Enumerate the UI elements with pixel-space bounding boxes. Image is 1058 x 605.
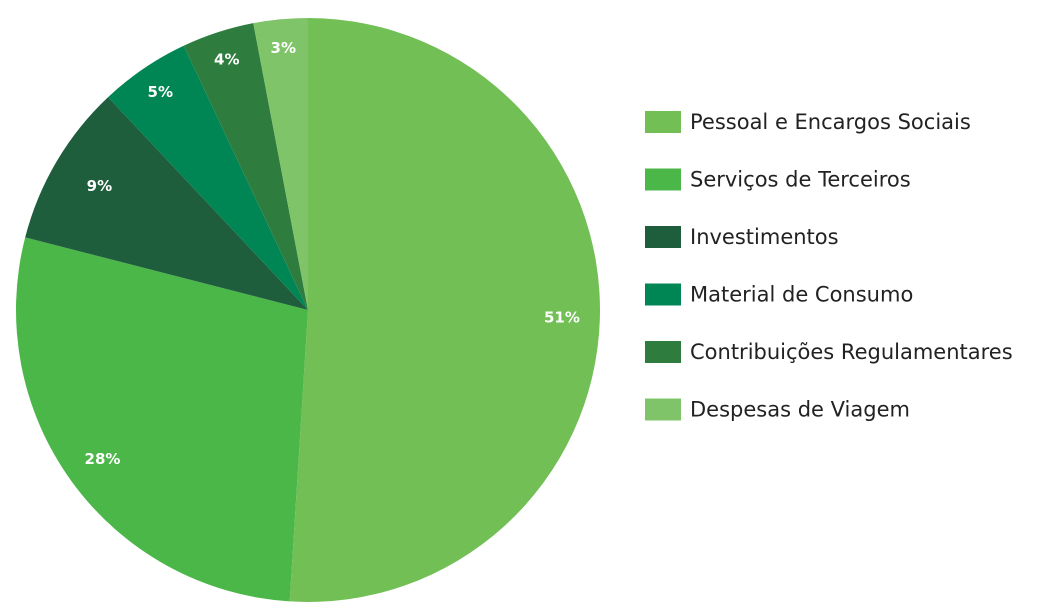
data-label: 3%: [271, 39, 296, 57]
pie-slice: [183, 23, 308, 311]
data-label: 28%: [85, 450, 121, 468]
pie-slice: [108, 45, 308, 311]
legend-label: Pessoal e Encargos Sociais: [690, 110, 971, 134]
legend-swatch: [645, 168, 681, 191]
data-label: 51%: [544, 308, 580, 326]
legend-label: Despesas de Viagem: [690, 398, 910, 422]
pie-slice: [289, 18, 600, 603]
legend-label: Contribuições Regulamentares: [690, 340, 1013, 364]
legend-swatch: [645, 398, 681, 421]
pie-slice: [253, 18, 308, 310]
legend-swatch: [645, 226, 681, 248]
data-label: 9%: [87, 177, 112, 195]
legend-label: Investimentos: [690, 225, 839, 249]
pie-slice: [16, 237, 309, 602]
data-label: 4%: [214, 51, 239, 69]
data-label: 5%: [148, 83, 173, 101]
pie-slice: [25, 97, 309, 310]
legend-swatch: [645, 341, 681, 363]
legend-label: Serviços de Terceiros: [690, 168, 911, 192]
legend-swatch: [645, 283, 681, 306]
legend-swatch: [645, 111, 681, 133]
legend-label: Material de Consumo: [690, 283, 913, 307]
